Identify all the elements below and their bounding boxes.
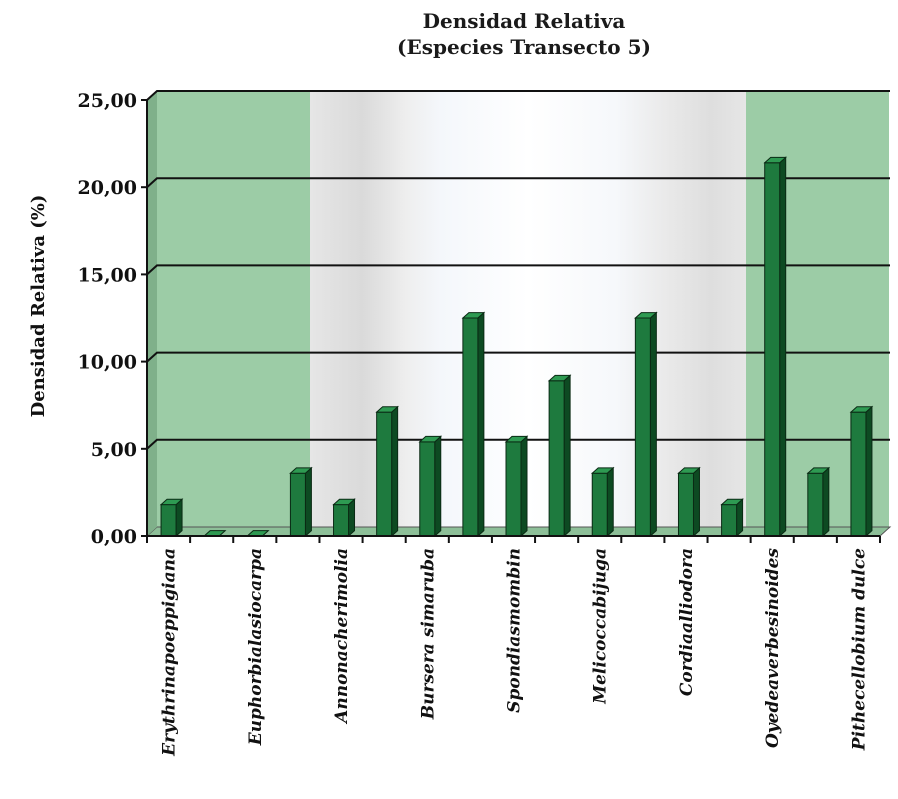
y-axis: 0,00 5,00 10,00 15,00 20,00 25,00 — [78, 90, 148, 548]
x-axis: Erythrinapoeppigiana Euphorbialasiocarpa A… — [146, 535, 881, 757]
bar-side — [606, 466, 614, 538]
plot-wall-center — [310, 92, 746, 527]
bar — [418, 435, 443, 538]
bar-side — [304, 466, 312, 538]
x-tick-label: Annonacherimolia — [332, 548, 352, 725]
bar-front — [419, 441, 436, 537]
bar — [806, 466, 831, 538]
bar — [504, 435, 529, 538]
bar-front — [591, 472, 608, 537]
bar — [720, 498, 744, 538]
bar — [375, 405, 399, 538]
plot-wall-left — [157, 92, 310, 527]
bars — [159, 156, 874, 538]
bar-top — [332, 498, 356, 506]
gridline — [146, 264, 890, 276]
bar-side — [865, 405, 873, 538]
bar-top — [849, 406, 874, 413]
bar-front — [289, 472, 306, 537]
y-tick-label: 20,00 — [78, 177, 138, 199]
y-tick-label: 25,00 — [78, 90, 138, 112]
bar-front — [634, 317, 651, 537]
x-tick-label: Melicoccabijuga — [591, 548, 611, 705]
bar-side — [563, 374, 571, 538]
bar-side — [822, 466, 830, 538]
y-tick-label: 10,00 — [78, 352, 138, 374]
plot-side-wall — [147, 92, 157, 536]
x-tick-label: Oyedeaverbesinoides — [763, 548, 783, 748]
bar-side — [348, 498, 356, 538]
bar — [547, 374, 572, 538]
bar — [461, 311, 486, 538]
bar-side — [520, 435, 528, 538]
y-tick-label: 0,00 — [91, 526, 137, 548]
bar-side — [175, 498, 183, 538]
y-tick-label: 5,00 — [91, 439, 137, 461]
x-tick-label: Erythrinapoeppigiana — [160, 548, 180, 757]
bar-side — [391, 405, 399, 538]
bar-side — [477, 311, 485, 538]
bar-side — [692, 466, 700, 538]
bar-front — [376, 411, 393, 537]
bar-front — [548, 380, 565, 537]
bar-top — [677, 467, 701, 474]
bar-top — [418, 435, 443, 443]
bar — [763, 156, 788, 538]
bar-top — [634, 312, 658, 319]
x-tick-label: Spondiasmombin — [505, 548, 525, 713]
bar-side — [736, 498, 744, 538]
bar-front — [160, 504, 177, 537]
bar-side — [434, 435, 442, 538]
bar — [590, 466, 615, 538]
x-tick-label: Euphorbialasiocarpa — [246, 548, 266, 746]
bar-top — [763, 156, 788, 164]
bar-top — [590, 467, 615, 474]
x-tick-label: Cordiaalliodora — [677, 548, 697, 696]
x-tick-label: Pithecellobium dulce — [849, 548, 869, 751]
y-axis-label: Densidad Relativa (%) — [28, 195, 49, 418]
bar-top — [375, 406, 399, 413]
bar — [289, 466, 313, 538]
bar — [849, 405, 874, 538]
bar-front — [462, 317, 479, 537]
bar-front — [850, 411, 867, 537]
bar-front — [721, 504, 738, 537]
bar-top — [806, 467, 831, 474]
bar-top — [289, 467, 313, 474]
bar-front — [333, 504, 350, 537]
y-tick-label: 15,00 — [78, 264, 138, 286]
bar — [634, 311, 658, 538]
chart-title: Densidad Relativa — [423, 9, 626, 33]
bar-front — [677, 472, 694, 537]
bar — [677, 466, 701, 538]
bar-side — [779, 156, 787, 538]
bar-top — [504, 435, 529, 443]
bar-top — [720, 498, 744, 506]
gridline — [146, 90, 890, 101]
bar-front — [505, 441, 522, 537]
chart-subtitle: (Especies Transecto 5) — [397, 35, 651, 59]
bar-top — [547, 374, 572, 382]
bar-top — [159, 498, 184, 506]
bar — [332, 498, 356, 538]
bar — [159, 498, 184, 538]
bar-side — [649, 311, 657, 538]
bar-front — [764, 162, 781, 537]
bar-front — [807, 472, 824, 537]
gridlines — [146, 90, 890, 450]
gridline — [146, 177, 890, 188]
x-tick-label: Bursera simaruba — [418, 548, 438, 720]
bar-top — [461, 312, 486, 319]
